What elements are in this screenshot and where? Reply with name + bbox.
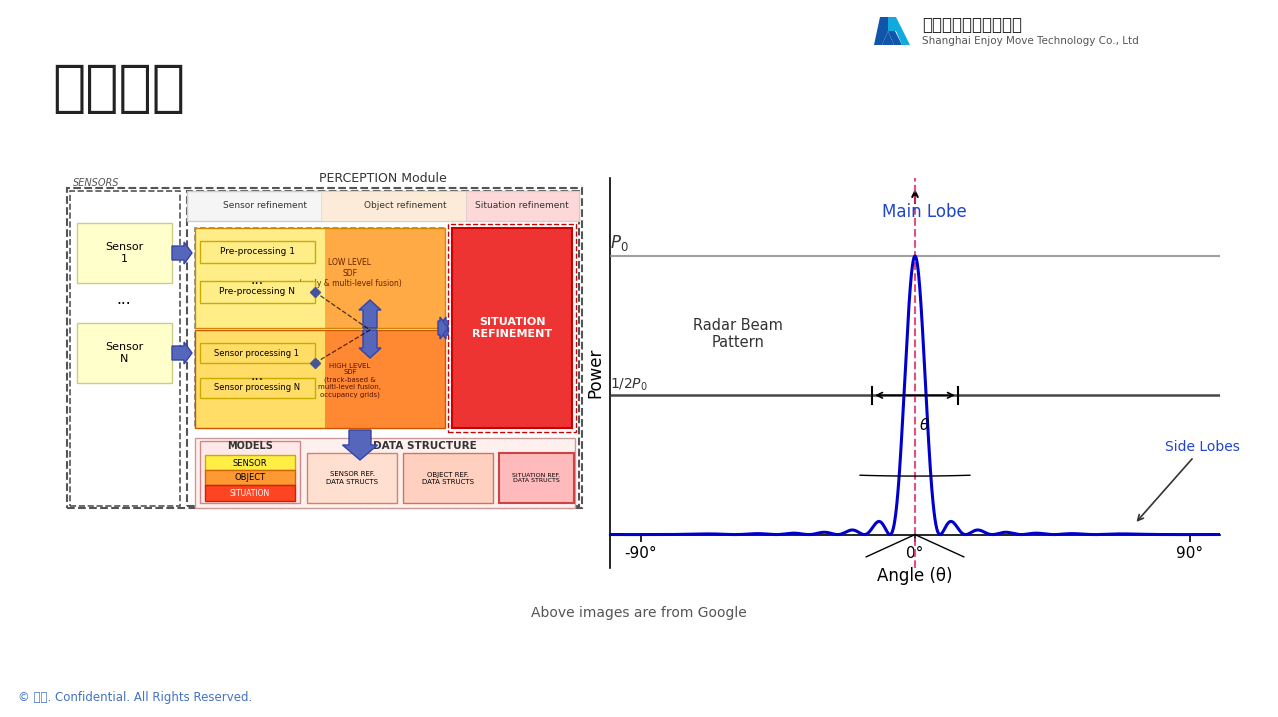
Bar — [196, 330, 445, 428]
Bar — [199, 241, 314, 263]
Bar — [199, 378, 314, 398]
Text: SITUATION
REFINEMENT: SITUATION REFINEMENT — [472, 317, 552, 339]
FancyArrow shape — [359, 330, 381, 358]
Text: HIGH LEVEL
SDF
(track-based &
multi-level fusion,
occupancy grids): HIGH LEVEL SDF (track-based & multi-leve… — [318, 363, 382, 397]
Bar — [199, 281, 314, 303]
Text: Side Lobes: Side Lobes — [1137, 440, 1240, 521]
Bar — [196, 330, 325, 428]
Bar — [452, 228, 573, 428]
Text: $P_0$: $P_0$ — [610, 233, 629, 253]
Text: ...: ... — [116, 293, 132, 308]
Bar — [196, 438, 575, 508]
Bar — [307, 453, 397, 503]
Bar — [77, 323, 173, 383]
Text: MODELS: MODELS — [227, 441, 273, 451]
Bar — [199, 441, 300, 503]
Text: Sensor processing N: Sensor processing N — [213, 384, 300, 392]
FancyArrow shape — [173, 242, 192, 264]
Bar — [204, 470, 295, 485]
Y-axis label: Power: Power — [587, 348, 604, 398]
Bar — [187, 191, 579, 506]
Bar — [199, 343, 314, 363]
Text: LOW LEVEL
SDF
(early & multi-level fusion): LOW LEVEL SDF (early & multi-level fusio… — [299, 258, 401, 288]
Text: 深度融合: 深度融合 — [52, 62, 185, 116]
Text: SITUATION: SITUATION — [230, 488, 270, 498]
FancyArrow shape — [343, 430, 377, 460]
Text: SENSOR: SENSOR — [233, 458, 267, 467]
Text: $1/2P_0$: $1/2P_0$ — [610, 376, 648, 392]
Text: ...: ... — [250, 369, 263, 383]
Text: Sensor refinement: Sensor refinement — [222, 201, 307, 211]
Bar — [66, 188, 581, 508]
Bar — [449, 224, 576, 432]
Text: Radar Beam
Pattern: Radar Beam Pattern — [693, 318, 783, 350]
Bar — [196, 228, 445, 328]
Bar — [321, 191, 466, 221]
Bar — [204, 455, 295, 470]
Bar — [498, 453, 574, 503]
Polygon shape — [874, 17, 902, 45]
FancyArrow shape — [438, 317, 449, 339]
Bar — [196, 228, 445, 428]
Polygon shape — [882, 31, 895, 45]
Bar — [204, 485, 295, 501]
Bar — [466, 191, 579, 221]
Bar — [196, 228, 445, 328]
Text: Shanghai Enjoy Move Technology Co., Ltd: Shanghai Enjoy Move Technology Co., Ltd — [921, 36, 1139, 46]
Text: DATA STRUCTURE: DATA STRUCTURE — [373, 441, 477, 451]
FancyArrow shape — [438, 317, 449, 339]
Bar — [196, 228, 325, 328]
FancyArrow shape — [173, 342, 192, 364]
Text: Pre-processing N: Pre-processing N — [219, 288, 295, 297]
Text: θ: θ — [919, 417, 929, 432]
Bar — [77, 223, 173, 283]
Text: OBJECT REF.
DATA STRUCTS: OBJECT REF. DATA STRUCTS — [422, 472, 474, 485]
Text: Sensor processing 1: Sensor processing 1 — [215, 348, 299, 358]
Polygon shape — [888, 17, 910, 45]
Text: SENSORS: SENSORS — [73, 178, 120, 188]
Bar — [403, 453, 493, 503]
Text: SENSOR REF.
DATA STRUCTS: SENSOR REF. DATA STRUCTS — [326, 472, 378, 485]
Text: PERCEPTION Module: PERCEPTION Module — [320, 172, 447, 185]
Bar — [187, 191, 579, 221]
Text: Sensor
1: Sensor 1 — [105, 242, 143, 264]
Text: SITUATION REF.
DATA STRUCTS: SITUATION REF. DATA STRUCTS — [512, 473, 560, 483]
Text: Main Lobe: Main Lobe — [882, 203, 966, 221]
Text: Sensor
N: Sensor N — [105, 342, 143, 364]
Text: OBJECT: OBJECT — [234, 473, 266, 483]
X-axis label: Angle (θ): Angle (θ) — [877, 567, 953, 585]
Bar — [70, 191, 180, 506]
FancyArrow shape — [359, 300, 381, 328]
Text: ...: ... — [250, 273, 263, 287]
Text: Object refinement: Object refinement — [364, 201, 446, 211]
Text: Pre-processing 1: Pre-processing 1 — [220, 247, 294, 257]
Text: Above images are from Google: Above images are from Google — [532, 606, 746, 620]
Text: © 映驰. Confidential. All Rights Reserved.: © 映驰. Confidential. All Rights Reserved. — [18, 691, 252, 704]
Text: Situation refinement: Situation refinement — [475, 201, 569, 211]
Text: 上海映驰科技有限公司: 上海映驰科技有限公司 — [921, 16, 1022, 34]
Bar — [196, 330, 445, 428]
